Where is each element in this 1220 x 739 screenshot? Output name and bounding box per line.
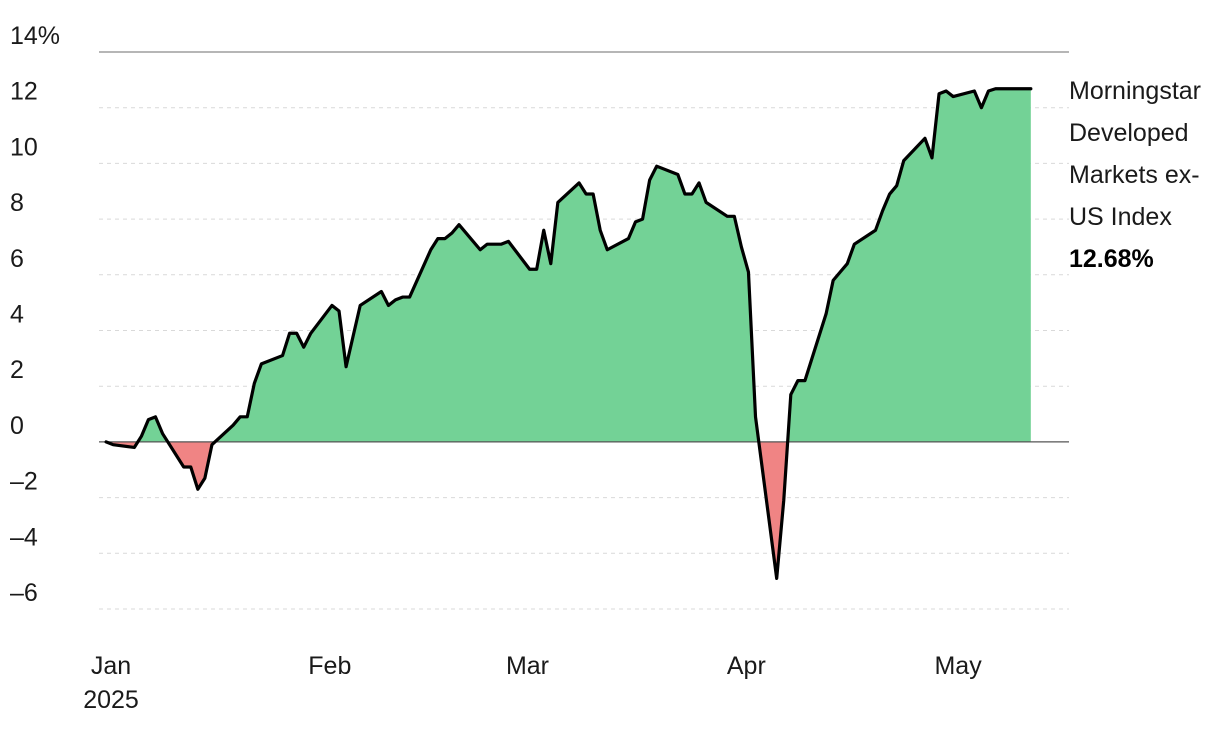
series-name-line-4: US Index bbox=[1069, 203, 1172, 231]
y-tick-label: 4 bbox=[10, 301, 24, 329]
series-line-path bbox=[104, 87, 1033, 580]
y-tick-label: –4 bbox=[10, 523, 38, 551]
y-tick-label: 14% bbox=[10, 22, 60, 50]
x-tick-label: May bbox=[934, 652, 982, 680]
negative-area bbox=[758, 441, 788, 579]
y-axis-tick-labels: 14% 12 10 8 6 4 2 0 –2 –4 –6 bbox=[10, 22, 60, 607]
series-name-line-3: Markets ex- bbox=[1069, 161, 1200, 189]
x-tick-label: Mar bbox=[506, 652, 549, 680]
series-line bbox=[104, 87, 1033, 580]
y-tick-label: –2 bbox=[10, 468, 38, 496]
x-tick-label: Jan bbox=[91, 652, 131, 680]
series-name-line-2: Developed bbox=[1069, 119, 1189, 147]
series-last-value: 12.68% bbox=[1069, 245, 1154, 273]
y-tick-label: 2 bbox=[10, 356, 24, 384]
series-label: Morningstar Developed Markets ex- US Ind… bbox=[1069, 77, 1201, 273]
y-tick-label: 12 bbox=[10, 78, 38, 106]
x-tick-label: Apr bbox=[727, 652, 766, 680]
y-tick-label: 6 bbox=[10, 245, 24, 273]
y-tick-label: 0 bbox=[10, 412, 24, 440]
x-tick-label: Feb bbox=[308, 652, 351, 680]
y-tick-label: 8 bbox=[10, 189, 24, 217]
positive-area bbox=[787, 88, 1031, 442]
positive-area bbox=[214, 166, 759, 442]
x-axis-tick-labels: Jan 2025 Feb Mar Apr May bbox=[83, 652, 982, 714]
area-fills bbox=[106, 88, 1031, 579]
x-tick-sublabel: 2025 bbox=[83, 686, 139, 714]
y-tick-label: –6 bbox=[10, 579, 38, 607]
positive-area bbox=[137, 416, 168, 442]
series-name-line-1: Morningstar bbox=[1069, 77, 1201, 105]
y-tick-label: 10 bbox=[10, 133, 38, 161]
